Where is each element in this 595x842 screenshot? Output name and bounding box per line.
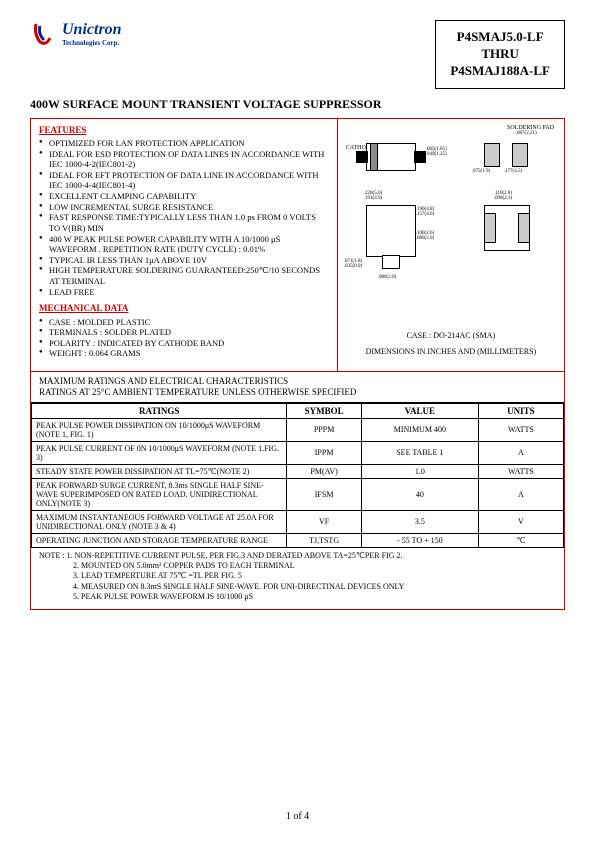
mech-item: WEIGHT : 0.064 GRAMS <box>39 348 329 359</box>
logo-sub: Technologies Corp. <box>62 39 122 47</box>
diagram-lead-l <box>356 151 368 163</box>
logo: Unictron Technologies Corp. <box>30 20 122 48</box>
feature-item: FAST RESPONSE TIME:TYPICALLY LESS THAN 1… <box>39 212 329 233</box>
diagram-pad-l <box>484 213 496 243</box>
case-label: CASE : DO-214AC (SMA) <box>344 331 558 341</box>
feature-item: LEAD FREE <box>39 287 329 298</box>
mech-item: POLARITY : INDICATED BY CATHODE BAND <box>39 338 329 349</box>
dim-8: .100(2.6) .080(2.0) <box>416 231 434 241</box>
diagram-pad-r <box>518 213 530 243</box>
dim-7: .190(4.8) .157(4.0) <box>416 207 434 217</box>
logo-name: Unictron <box>62 21 122 39</box>
notes-label: NOTE : <box>39 551 65 560</box>
diagram-body-top <box>366 205 416 257</box>
part-line-2: THRU <box>450 46 550 63</box>
feature-item: HIGH TEMPERATURE SOLDERING GUARANTEED:25… <box>39 265 329 286</box>
dim-1: .065(1.65) .049(1.25) <box>426 147 447 157</box>
top-section: FEATURES OPTIMIZED FOR LAN PROTECTION AP… <box>31 119 564 372</box>
mech-list: CASE : MOLDED PLASTIC TERMINALS : SOLDER… <box>39 317 329 360</box>
pad-l <box>484 143 500 167</box>
dim-2: .087(2.21) <box>516 131 537 136</box>
note-item: 2. MOUNTED ON 5.0mm² COPPER PADS TO EACH… <box>73 561 556 571</box>
note-item: 1. NON-REPETITIVE CURRENT PULSE, PER FIG… <box>67 551 403 560</box>
dim-4: .177(4.5) <box>504 169 522 174</box>
table-header-row: RATINGS SYMBOL VALUE UNITS <box>32 403 564 418</box>
feature-item: LOW INCREMENTAL SURGE RESISTANCE <box>39 202 329 213</box>
left-column: FEATURES OPTIMIZED FOR LAN PROTECTION AP… <box>31 119 338 371</box>
feature-item: EXCELLENT CLAMPING CAPABILITY <box>39 191 329 202</box>
note-item: 5. PEAK PULSE POWER WAVEFORM IS 10/1000 … <box>73 592 556 602</box>
table-row: MAXIMUM INSTANTANEOUS FORWARD VOLTAGE AT… <box>32 510 564 533</box>
part-number-box: P4SMAJ5.0-LF THRU P4SMAJ188A-LF <box>435 20 565 89</box>
table-row: PEAK PULSE POWER DISSIPATION ON 10/1000μ… <box>32 418 564 441</box>
ratings-table: RATINGS SYMBOL VALUE UNITS PEAK PULSE PO… <box>31 403 564 548</box>
dim-3: .075(1.9) <box>472 169 490 174</box>
feature-item: IDEAL FOR ESD PROTECTION OF DATA LINES I… <box>39 149 329 170</box>
header-row: Unictron Technologies Corp. P4SMAJ5.0-LF… <box>30 20 565 89</box>
part-line-1: P4SMAJ5.0-LF <box>450 29 550 46</box>
part-line-3: P4SMAJ188A-LF <box>450 63 550 80</box>
ratings-title-2: RATINGS AT 25°C AMBIENT TEMPERATURE UNLE… <box>39 387 556 398</box>
table-row: STEADY STATE POWER DISSIPATION AT TL=75℃… <box>32 464 564 478</box>
dim-6: .110(2.8) .090(2.3) <box>494 191 512 201</box>
table-row: OPERATING JUNCTION AND STORAGE TEMPERATU… <box>32 533 564 547</box>
feature-item: OPTIMIZED FOR LAN PROTECTION APPLICATION <box>39 138 329 149</box>
page-number: 1 of 4 <box>0 811 595 822</box>
package-diagram: SOLDERING PAD CATHODE .065(1.65) .049(1.… <box>344 125 558 325</box>
page-title: 400W SURFACE MOUNT TRANSIENT VOLTAGE SUP… <box>30 97 565 112</box>
dim-label: DIMENSIONS IN INCHES AND (MILLIMETERS) <box>344 347 558 357</box>
diagram-tab <box>382 255 400 269</box>
mech-item: TERMINALS : SOLDER PLATED <box>39 327 329 338</box>
pad-r <box>512 143 528 167</box>
diagram-lead-r <box>414 151 426 163</box>
mech-item: CASE : MOLDED PLASTIC <box>39 317 329 328</box>
features-list: OPTIMIZED FOR LAN PROTECTION APPLICATION… <box>39 138 329 297</box>
features-head: FEATURES <box>39 125 329 136</box>
dim-10: .080(2.0) <box>378 275 396 280</box>
dim-9: .071(1.8) .035(0.9) <box>344 259 362 269</box>
th-value: VALUE <box>361 403 478 418</box>
ratings-title-1: MAXIMUM RATINGS AND ELECTRICAL CHARACTER… <box>39 376 556 387</box>
feature-item: 400 W PEAK PULSE POWER CAPABILITY WITH A… <box>39 234 329 255</box>
table-row: PEAK FORWARD SURGE CURRENT, 8.3ms SINGLE… <box>32 478 564 510</box>
notes-block: NOTE : 1. NON-REPETITIVE CURRENT PULSE, … <box>31 548 564 609</box>
logo-icon <box>30 20 58 48</box>
feature-item: IDEAL FOR EFT PROTECTION OF DATA LINE IN… <box>39 170 329 191</box>
th-symbol: SYMBOL <box>287 403 361 418</box>
note-item: 3. LEAD TEMPERTURE AT 75℃ =TL PER FIG. 5 <box>73 571 556 581</box>
diagram-band <box>370 143 378 171</box>
content-box: FEATURES OPTIMIZED FOR LAN PROTECTION AP… <box>30 118 565 610</box>
th-ratings: RATINGS <box>32 403 287 418</box>
th-units: UNITS <box>478 403 563 418</box>
note-item: 4. MEASURED ON 8.3mS SINGLE HALF SINE-WA… <box>73 582 556 592</box>
feature-item: TYPICAL IR LESS THAN 1μA ABOVE 10V <box>39 255 329 266</box>
mech-head: MECHANICAL DATA <box>39 303 329 314</box>
ratings-header: MAXIMUM RATINGS AND ELECTRICAL CHARACTER… <box>31 372 564 403</box>
right-column: SOLDERING PAD CATHODE .065(1.65) .049(1.… <box>338 119 564 371</box>
table-row: PEAK PULSE CURRENT OF 0N 10/1000μS WAVEF… <box>32 441 564 464</box>
dim-5: .220(5.6) .193(4.9) <box>364 191 382 201</box>
